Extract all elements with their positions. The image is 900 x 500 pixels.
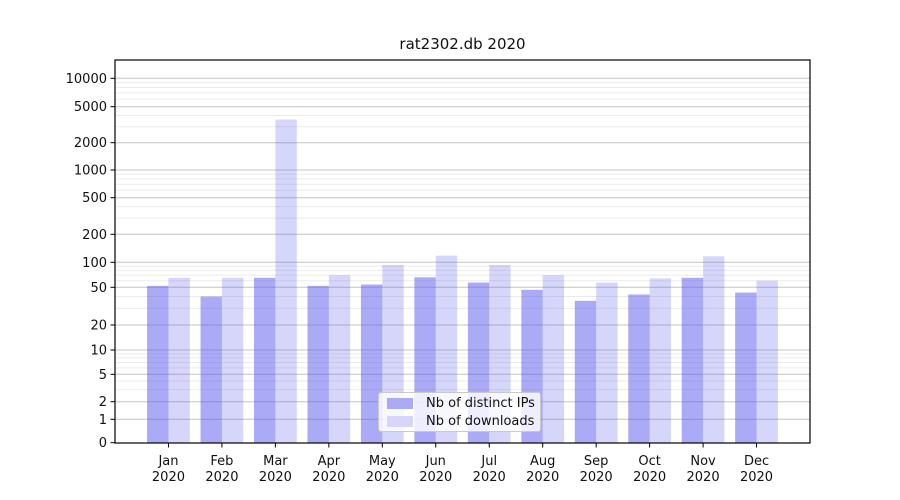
bar-downloads — [542, 275, 565, 443]
y-axis-tick-label: 200 — [82, 228, 107, 243]
bar-distinct-ips — [307, 285, 329, 443]
x-axis-tick-label: Apr 2020 — [312, 454, 345, 485]
legend: Nb of distinct IPs Nb of downloads — [378, 392, 541, 432]
bar-downloads — [221, 277, 244, 443]
legend-swatch-distinct-ips — [387, 397, 413, 409]
bar-downloads — [596, 282, 618, 443]
x-axis-tick-label: Feb 2020 — [205, 454, 238, 485]
bar-distinct-ips — [628, 294, 650, 443]
bar-distinct-ips — [200, 296, 222, 443]
bar-distinct-ips — [147, 285, 169, 443]
legend-label-distinct-ips: Nb of distinct IPs — [426, 395, 535, 411]
x-axis-tick-label: Sep 2020 — [580, 454, 613, 485]
y-axis-tick-label: 5000 — [74, 100, 107, 115]
bar-downloads — [703, 256, 725, 443]
y-axis-tick-label: 2 — [99, 395, 107, 410]
bar-distinct-ips — [254, 277, 276, 443]
bar-distinct-ips — [574, 300, 597, 443]
y-axis-tick-label: 20 — [90, 319, 107, 334]
legend-swatch-downloads — [387, 415, 413, 427]
axis-frame — [114, 59, 811, 444]
legend-item-downloads: Nb of downloads — [379, 412, 540, 430]
y-axis-tick-label: 10 — [90, 344, 107, 359]
x-axis-tick-label: May 2020 — [366, 454, 399, 485]
bar-downloads — [649, 278, 671, 443]
y-axis-tick-label: 1000 — [74, 164, 107, 179]
y-axis-tick-label: 5 — [99, 368, 107, 383]
x-axis-tick-label: Oct 2020 — [633, 454, 666, 485]
y-axis-tick-label: 2000 — [74, 136, 107, 151]
x-axis-tick-label: Nov 2020 — [687, 454, 720, 485]
bar-downloads — [328, 275, 351, 443]
x-axis-tick-label: Mar 2020 — [259, 454, 292, 485]
x-axis-tick-label: Jun 2020 — [419, 454, 452, 485]
bar-downloads — [168, 277, 190, 443]
bar-downloads — [756, 280, 778, 443]
x-axis-tick-label: Jul 2020 — [473, 454, 506, 485]
x-axis-tick-label: Jan 2020 — [152, 454, 185, 485]
bar-distinct-ips — [360, 284, 383, 443]
y-axis-tick-label: 100 — [82, 256, 107, 271]
bar-distinct-ips — [681, 277, 704, 443]
bar-distinct-ips — [735, 292, 757, 443]
y-axis-tick-label: 0 — [99, 436, 107, 451]
y-axis-tick-label: 50 — [90, 281, 107, 296]
legend-item-distinct-ips: Nb of distinct IPs — [379, 394, 540, 412]
y-axis-tick-label: 10000 — [66, 72, 107, 87]
x-axis-tick-label: Dec 2020 — [740, 454, 773, 485]
chart-title: rat2302.db 2020 — [399, 35, 526, 53]
x-axis-tick-label: Aug 2020 — [526, 454, 559, 485]
y-axis-tick-label: 500 — [82, 191, 107, 206]
y-axis-tick-label: 1 — [99, 413, 107, 428]
bar-downloads — [275, 119, 297, 444]
legend-label-downloads: Nb of downloads — [426, 413, 535, 429]
